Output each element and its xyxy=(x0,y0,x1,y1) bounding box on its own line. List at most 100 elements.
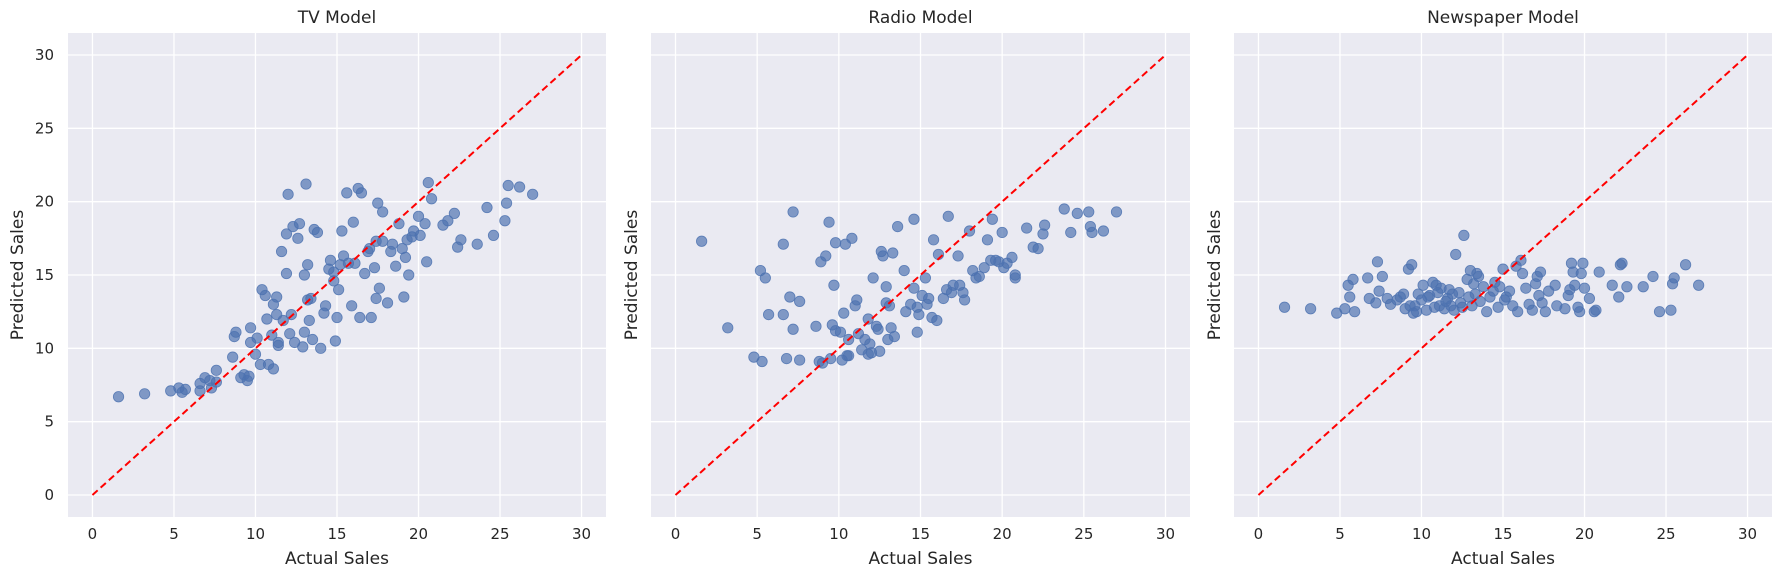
data-point xyxy=(1516,267,1529,280)
data-point xyxy=(828,279,840,291)
y-tick-label: 20 xyxy=(35,193,54,211)
scatter-series xyxy=(112,177,539,403)
y-tick-label: 15 xyxy=(35,266,54,284)
data-point xyxy=(759,272,771,284)
data-point xyxy=(787,323,799,335)
data-point xyxy=(1477,281,1490,293)
data-point xyxy=(368,262,381,274)
data-point xyxy=(1370,297,1382,309)
y-tick-label: 25 xyxy=(35,119,54,137)
data-point xyxy=(823,216,835,228)
data-point xyxy=(1032,243,1044,255)
data-point xyxy=(838,307,850,319)
data-point xyxy=(372,197,384,209)
data-point xyxy=(862,313,874,325)
data-point xyxy=(1583,292,1596,305)
data-point xyxy=(1376,270,1388,283)
data-point xyxy=(302,259,314,271)
data-point xyxy=(403,269,415,281)
x-tick-label: 5 xyxy=(752,525,762,543)
data-point xyxy=(370,292,382,305)
y-tick-label: 10 xyxy=(35,339,54,357)
data-point xyxy=(1578,282,1591,294)
data-point xyxy=(210,364,222,376)
data-point xyxy=(386,238,399,250)
data-point xyxy=(346,300,358,312)
data-point xyxy=(297,341,309,353)
data-point xyxy=(1539,306,1551,318)
y-axis-label: Predicted Sales xyxy=(8,210,28,341)
chart-title: Radio Model xyxy=(868,8,972,28)
data-point xyxy=(333,284,345,296)
data-point xyxy=(1278,301,1291,313)
data-point xyxy=(336,225,348,237)
data-point xyxy=(277,314,289,327)
data-point xyxy=(888,330,900,343)
data-point xyxy=(1083,206,1095,218)
data-point xyxy=(347,216,359,228)
data-point xyxy=(364,243,376,255)
data-point xyxy=(359,267,371,280)
data-point xyxy=(1575,267,1587,280)
data-point xyxy=(513,181,526,193)
data-point xyxy=(448,207,460,219)
data-point xyxy=(442,215,454,227)
data-point xyxy=(425,193,438,205)
data-point xyxy=(319,300,332,312)
data-point xyxy=(846,232,858,244)
data-point xyxy=(1693,279,1705,291)
data-point xyxy=(282,188,294,200)
data-point xyxy=(303,314,315,327)
data-point xyxy=(300,178,312,190)
data-point xyxy=(324,254,337,266)
data-point xyxy=(958,294,971,306)
x-axis-label: Actual Sales xyxy=(285,549,389,569)
data-point xyxy=(973,270,985,283)
data-point xyxy=(1021,222,1033,234)
data-point xyxy=(1606,279,1618,291)
data-point xyxy=(272,339,284,351)
data-point xyxy=(355,187,368,199)
data-point xyxy=(867,272,879,284)
x-tick-label: 25 xyxy=(490,525,509,543)
chart-title: Newspaper Model xyxy=(1427,8,1579,28)
x-tick-label: 5 xyxy=(1335,525,1345,543)
data-point xyxy=(1410,306,1423,318)
x-tick-label: 15 xyxy=(1493,525,1512,543)
data-point xyxy=(354,311,366,324)
data-point xyxy=(499,215,511,227)
data-point xyxy=(311,226,324,239)
data-point xyxy=(1458,229,1470,241)
data-point xyxy=(1417,279,1429,291)
data-point xyxy=(293,218,306,230)
data-point xyxy=(1494,281,1506,293)
data-point xyxy=(820,250,832,262)
data-point xyxy=(1512,306,1524,318)
x-tick-label: 10 xyxy=(246,525,265,543)
data-point xyxy=(267,363,280,375)
data-point xyxy=(880,281,892,293)
data-point xyxy=(883,300,896,312)
data-point xyxy=(419,218,431,230)
data-point xyxy=(923,292,935,305)
data-point xyxy=(787,206,799,218)
data-point xyxy=(1474,295,1486,307)
data-point xyxy=(275,245,288,258)
data-point xyxy=(280,267,293,280)
data-point xyxy=(422,177,434,189)
scatter-series xyxy=(1278,229,1705,319)
y-tick-label: 30 xyxy=(35,46,54,64)
data-point xyxy=(1679,259,1692,271)
data-point xyxy=(1453,286,1465,299)
data-point xyxy=(981,234,994,246)
data-point xyxy=(179,383,191,395)
data-point xyxy=(1653,306,1666,318)
data-point xyxy=(887,247,899,259)
data-point xyxy=(843,350,855,362)
data-point xyxy=(328,275,340,287)
data-point xyxy=(1577,257,1589,269)
x-axis-label: Actual Sales xyxy=(869,549,973,569)
data-point xyxy=(261,313,273,325)
data-point xyxy=(1071,207,1083,219)
